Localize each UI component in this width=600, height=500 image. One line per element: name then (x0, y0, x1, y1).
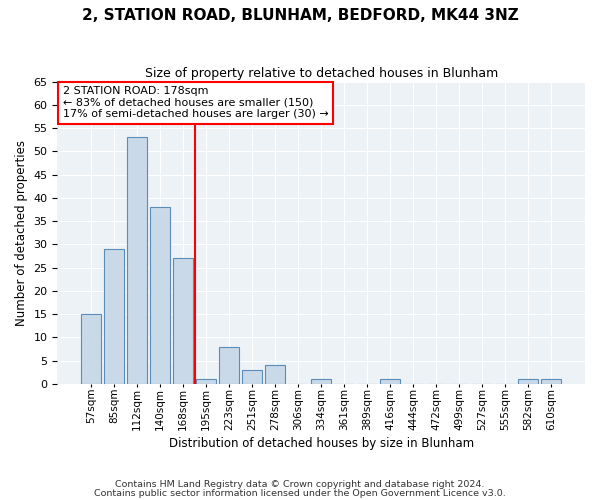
Bar (151, 207, 170, 384)
Bar (82, 314, 101, 384)
Bar (220, 346, 239, 384)
Bar (265, 365, 285, 384)
Bar (518, 379, 538, 384)
Text: 2, STATION ROAD, BLUNHAM, BEDFORD, MK44 3NZ: 2, STATION ROAD, BLUNHAM, BEDFORD, MK44 … (82, 8, 518, 22)
Bar (311, 379, 331, 384)
Bar (541, 379, 561, 384)
Bar (104, 249, 124, 384)
Text: Contains public sector information licensed under the Open Government Licence v3: Contains public sector information licen… (94, 488, 506, 498)
Bar (196, 379, 216, 384)
Text: 2 STATION ROAD: 178sqm
← 83% of detached houses are smaller (150)
17% of semi-de: 2 STATION ROAD: 178sqm ← 83% of detached… (62, 86, 328, 120)
Y-axis label: Number of detached properties: Number of detached properties (15, 140, 28, 326)
Bar (173, 258, 193, 384)
Text: Contains HM Land Registry data © Crown copyright and database right 2024.: Contains HM Land Registry data © Crown c… (115, 480, 485, 489)
Bar (127, 138, 147, 384)
X-axis label: Distribution of detached houses by size in Blunham: Distribution of detached houses by size … (169, 437, 474, 450)
Bar (242, 370, 262, 384)
Bar (380, 379, 400, 384)
Title: Size of property relative to detached houses in Blunham: Size of property relative to detached ho… (145, 68, 498, 80)
